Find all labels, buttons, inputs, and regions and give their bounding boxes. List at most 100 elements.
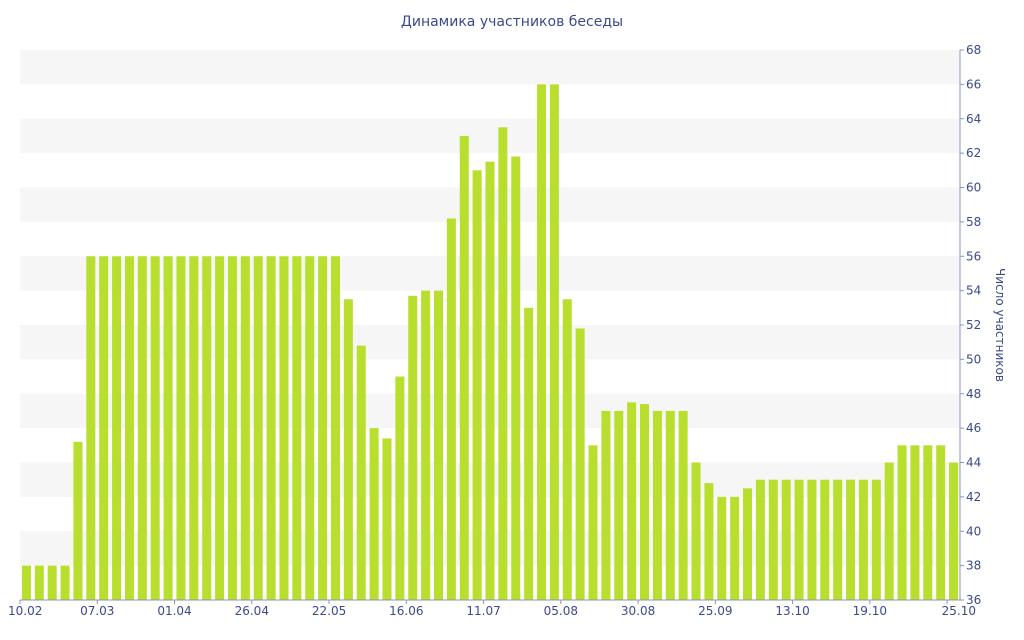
bar — [112, 256, 122, 600]
x-tick-label: 16.06 — [389, 604, 423, 618]
y-tick-label: 62 — [966, 146, 981, 160]
bar — [781, 479, 791, 600]
bar — [524, 307, 534, 600]
bar — [382, 438, 392, 600]
bar — [73, 441, 83, 600]
y-tick-label: 68 — [966, 43, 981, 57]
x-tick-label: 25.09 — [698, 604, 732, 618]
bar — [704, 483, 714, 600]
bar — [717, 496, 727, 600]
bar — [86, 256, 96, 600]
x-tick-label: 01.04 — [157, 604, 191, 618]
y-tick-label: 66 — [966, 77, 981, 91]
bar — [253, 256, 263, 600]
bar — [949, 462, 959, 600]
x-axis-ticks: 10.02 07.03 01.04 26.04 22.05 16.06 11.07 05.08… — [8, 600, 976, 618]
bar — [743, 488, 753, 600]
bar — [575, 328, 585, 600]
bar — [318, 256, 328, 600]
bar — [820, 479, 830, 600]
bar — [330, 256, 340, 600]
bar — [176, 256, 186, 600]
y-tick-label: 44 — [966, 456, 981, 470]
x-tick-label: 26.04 — [235, 604, 269, 618]
y-tick-label: 36 — [966, 593, 981, 607]
chart-title: Динамика участников беседы — [400, 14, 624, 30]
bar — [665, 410, 675, 600]
x-tick-label: 10.02 — [8, 604, 42, 618]
bar — [549, 84, 559, 600]
bar — [755, 479, 765, 600]
bar — [562, 299, 572, 600]
bar — [910, 445, 920, 600]
x-tick-label: 30.08 — [621, 604, 655, 618]
bar — [537, 84, 547, 600]
bar — [640, 404, 650, 600]
bar — [485, 161, 495, 600]
bar — [691, 462, 701, 600]
bar — [794, 479, 804, 600]
y-axis-ticks: 36 38 40 42 44 46 48 50 52 54 56 58 60 62 64 66 68 — [960, 43, 981, 607]
bar — [356, 345, 366, 600]
x-tick-label: 19.10 — [853, 604, 887, 618]
bar — [433, 290, 443, 600]
bar — [897, 445, 907, 600]
bar — [163, 256, 173, 600]
bar — [459, 135, 469, 600]
x-tick-label: 13.10 — [775, 604, 809, 618]
y-tick-label: 60 — [966, 181, 981, 195]
bar — [124, 256, 134, 600]
bar — [846, 479, 856, 600]
x-tick-label: 07.03 — [80, 604, 114, 618]
bar — [60, 565, 70, 600]
bar — [279, 256, 289, 600]
bar — [189, 256, 199, 600]
bar — [34, 565, 44, 600]
y-tick-label: 56 — [966, 249, 981, 263]
bar — [215, 256, 225, 600]
y-tick-label: 46 — [966, 421, 981, 435]
bar — [833, 479, 843, 600]
bar — [472, 170, 482, 600]
bar — [730, 496, 740, 600]
bar — [446, 218, 456, 600]
bar — [408, 295, 418, 600]
bar — [292, 256, 302, 600]
bar — [936, 445, 946, 600]
bar — [202, 256, 212, 600]
bar — [227, 256, 237, 600]
bar — [614, 410, 624, 600]
y-tick-label: 42 — [966, 490, 981, 504]
y-tick-label: 48 — [966, 387, 981, 401]
bar — [923, 445, 933, 600]
bar — [807, 479, 817, 600]
bar — [395, 376, 405, 600]
bar — [343, 299, 353, 600]
bar — [768, 479, 778, 600]
bar — [601, 410, 611, 600]
x-tick-label: 11.07 — [466, 604, 500, 618]
y-tick-label: 54 — [966, 284, 981, 298]
bar — [627, 402, 637, 600]
bar — [369, 428, 379, 600]
bar — [99, 256, 109, 600]
bar — [266, 256, 276, 600]
y-tick-label: 58 — [966, 215, 981, 229]
y-axis-title: Число участников — [993, 268, 1007, 382]
bar — [21, 565, 31, 600]
bar — [240, 256, 250, 600]
y-tick-label: 50 — [966, 352, 981, 366]
bar — [588, 445, 598, 600]
bar — [652, 410, 662, 600]
bar — [47, 565, 57, 600]
bar — [884, 462, 894, 600]
bar — [421, 290, 431, 600]
x-tick-label: 05.08 — [544, 604, 578, 618]
grid-band — [20, 118, 960, 154]
x-tick-label: 22.05 — [312, 604, 346, 618]
bar-series — [21, 84, 959, 600]
y-tick-label: 38 — [966, 559, 981, 573]
bar — [511, 156, 521, 600]
y-tick-label: 52 — [966, 318, 981, 332]
